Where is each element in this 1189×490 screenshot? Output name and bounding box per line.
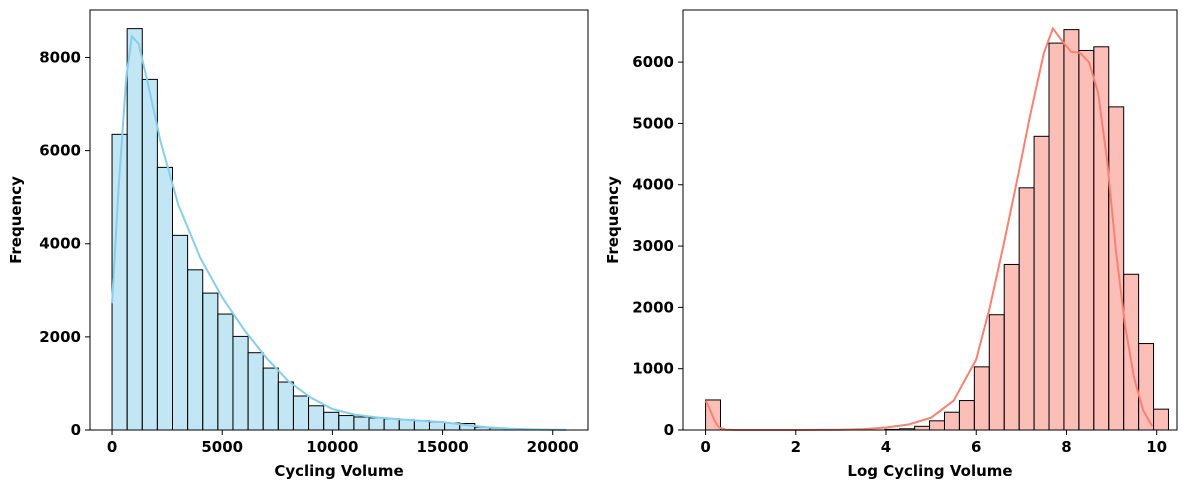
x-ticks: 0 5000 10000 15000 20000 <box>107 430 579 456</box>
plot-frame <box>682 9 1178 431</box>
histogram-bar <box>383 418 400 431</box>
histogram-bar <box>277 381 294 431</box>
y-tick-label: 2000 <box>632 298 674 316</box>
histogram-bar <box>126 28 143 431</box>
histogram-bar <box>187 269 204 431</box>
histogram-bar <box>1018 187 1035 431</box>
x-axis-label: Log Cycling Volume <box>847 462 1012 480</box>
y-tick-label: 5000 <box>632 114 674 132</box>
histogram-bar <box>202 292 219 431</box>
y-tick-label: 4000 <box>632 176 674 194</box>
x-axis-label: Cycling Volume <box>274 462 403 480</box>
y-tick-label: 1000 <box>632 360 674 378</box>
histogram-bar <box>1063 29 1080 431</box>
histogram-bar <box>262 367 279 431</box>
histogram-bar <box>217 313 234 431</box>
y-axis-label: Frequency <box>7 176 25 264</box>
histogram-bar <box>338 415 355 431</box>
x-tick-label: 10000 <box>306 438 358 456</box>
histogram-bar <box>943 411 960 431</box>
bars-group <box>111 28 567 431</box>
histogram-bar <box>1078 49 1095 431</box>
histogram-bar <box>368 417 385 431</box>
x-tick-label: 15000 <box>416 438 468 456</box>
y-tick-label: 6000 <box>632 53 674 71</box>
x-ticks: 0 2 4 6 8 10 <box>700 430 1167 456</box>
x-tick-label: 4 <box>881 438 891 456</box>
x-tick-label: 8 <box>1061 438 1071 456</box>
y-tick-label: 3000 <box>632 237 674 255</box>
histogram-bar <box>353 416 370 431</box>
histogram-bar <box>308 405 325 431</box>
histogram-bar <box>1003 263 1020 431</box>
histogram-bar <box>988 314 1005 431</box>
histogram-bar <box>958 400 975 431</box>
y-ticks: 0 2000 4000 6000 8000 <box>39 48 90 439</box>
histogram-bar <box>1123 273 1140 431</box>
y-tick-label: 0 <box>664 421 674 439</box>
y-ticks: 0 1000 2000 3000 4000 5000 6000 <box>632 53 683 439</box>
histogram-bar <box>398 419 415 431</box>
histogram-bar <box>929 420 945 431</box>
histogram-bar <box>292 395 310 431</box>
histogram-panel-log-cycling-volume: 0 2 4 6 8 10 0 1000 2000 3000 4000 5000 6000 Log Cy… <box>604 9 1178 480</box>
y-axis-label: Frequency <box>604 176 622 264</box>
plot-frame <box>89 9 589 431</box>
y-tick-label: 4000 <box>39 235 81 253</box>
x-tick-label: 6 <box>971 438 981 456</box>
histogram-bar <box>247 352 264 431</box>
kde-curve <box>111 34 567 431</box>
y-tick-label: 8000 <box>39 48 81 66</box>
x-tick-label: 0 <box>700 438 710 456</box>
histogram-panel-cycling-volume: 0 5000 10000 15000 20000 0 2000 4000 6000 8000 C… <box>7 9 589 480</box>
x-tick-label: 10 <box>1146 438 1167 456</box>
bars-group <box>705 29 1169 431</box>
histogram-bar <box>428 421 446 431</box>
x-tick-label: 2 <box>791 438 801 456</box>
histogram-bar <box>156 166 174 431</box>
histogram-bar <box>232 335 249 431</box>
histogram-bar <box>973 366 990 431</box>
histogram-bar <box>1093 46 1110 431</box>
histogram-bar <box>1108 106 1125 431</box>
histogram-bar <box>323 411 340 431</box>
histogram-bar <box>1048 42 1065 431</box>
y-tick-label: 2000 <box>39 328 81 346</box>
histogram-bar <box>914 425 931 431</box>
x-tick-label: 20000 <box>527 438 579 456</box>
histogram-bar <box>1033 135 1050 431</box>
histogram-bar <box>172 234 189 431</box>
histogram-bar <box>141 78 158 431</box>
y-tick-label: 6000 <box>39 142 81 160</box>
x-tick-label: 5000 <box>201 438 243 456</box>
x-tick-label: 0 <box>107 438 117 456</box>
y-tick-label: 0 <box>71 421 81 439</box>
histogram-bar <box>1153 408 1169 431</box>
